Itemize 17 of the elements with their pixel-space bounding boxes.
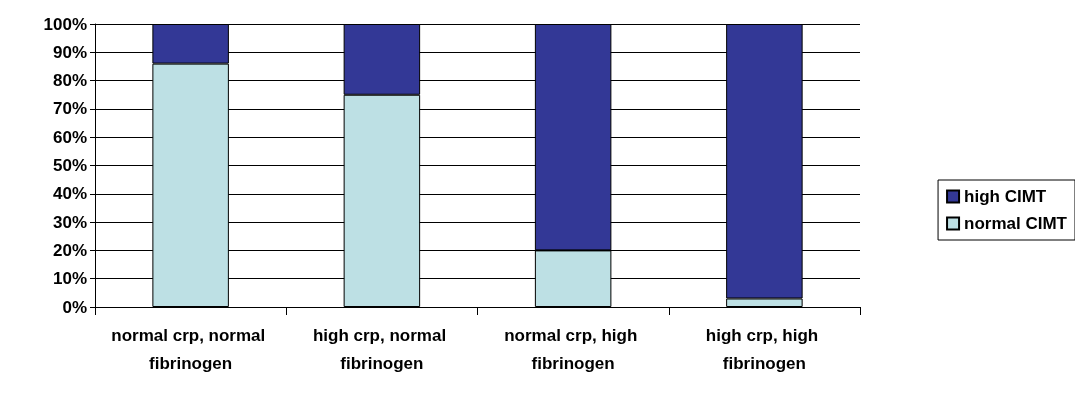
x-tick-label: high crp, high fibrinogen xyxy=(705,325,823,373)
y-tick-label: 0% xyxy=(62,297,87,317)
y-tick-label: 90% xyxy=(52,42,87,62)
y-tick-label: 20% xyxy=(52,240,87,260)
y-tick-label: 80% xyxy=(52,71,87,91)
y-tick-label: 70% xyxy=(52,99,87,119)
y-tick-label: 30% xyxy=(52,212,87,232)
y-tick-label: 40% xyxy=(52,184,87,204)
x-tick-label: normal crp, high fibrinogen xyxy=(504,325,643,373)
y-tick-label: 10% xyxy=(52,269,87,289)
y-tick-label: 100% xyxy=(43,14,87,34)
x-tick-label: high crp, normal fibrinogen xyxy=(312,325,451,373)
y-tick-label: 50% xyxy=(52,156,87,175)
y-tick-label: 60% xyxy=(52,127,87,147)
legend-label: high CIMT xyxy=(964,187,1047,206)
legend-label: normal CIMT xyxy=(964,214,1068,233)
x-tick-label: normal crp, normal fibrinogen xyxy=(111,325,270,373)
